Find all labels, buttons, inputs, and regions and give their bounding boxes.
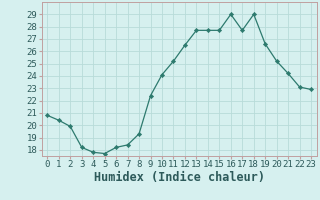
X-axis label: Humidex (Indice chaleur): Humidex (Indice chaleur) <box>94 171 265 184</box>
